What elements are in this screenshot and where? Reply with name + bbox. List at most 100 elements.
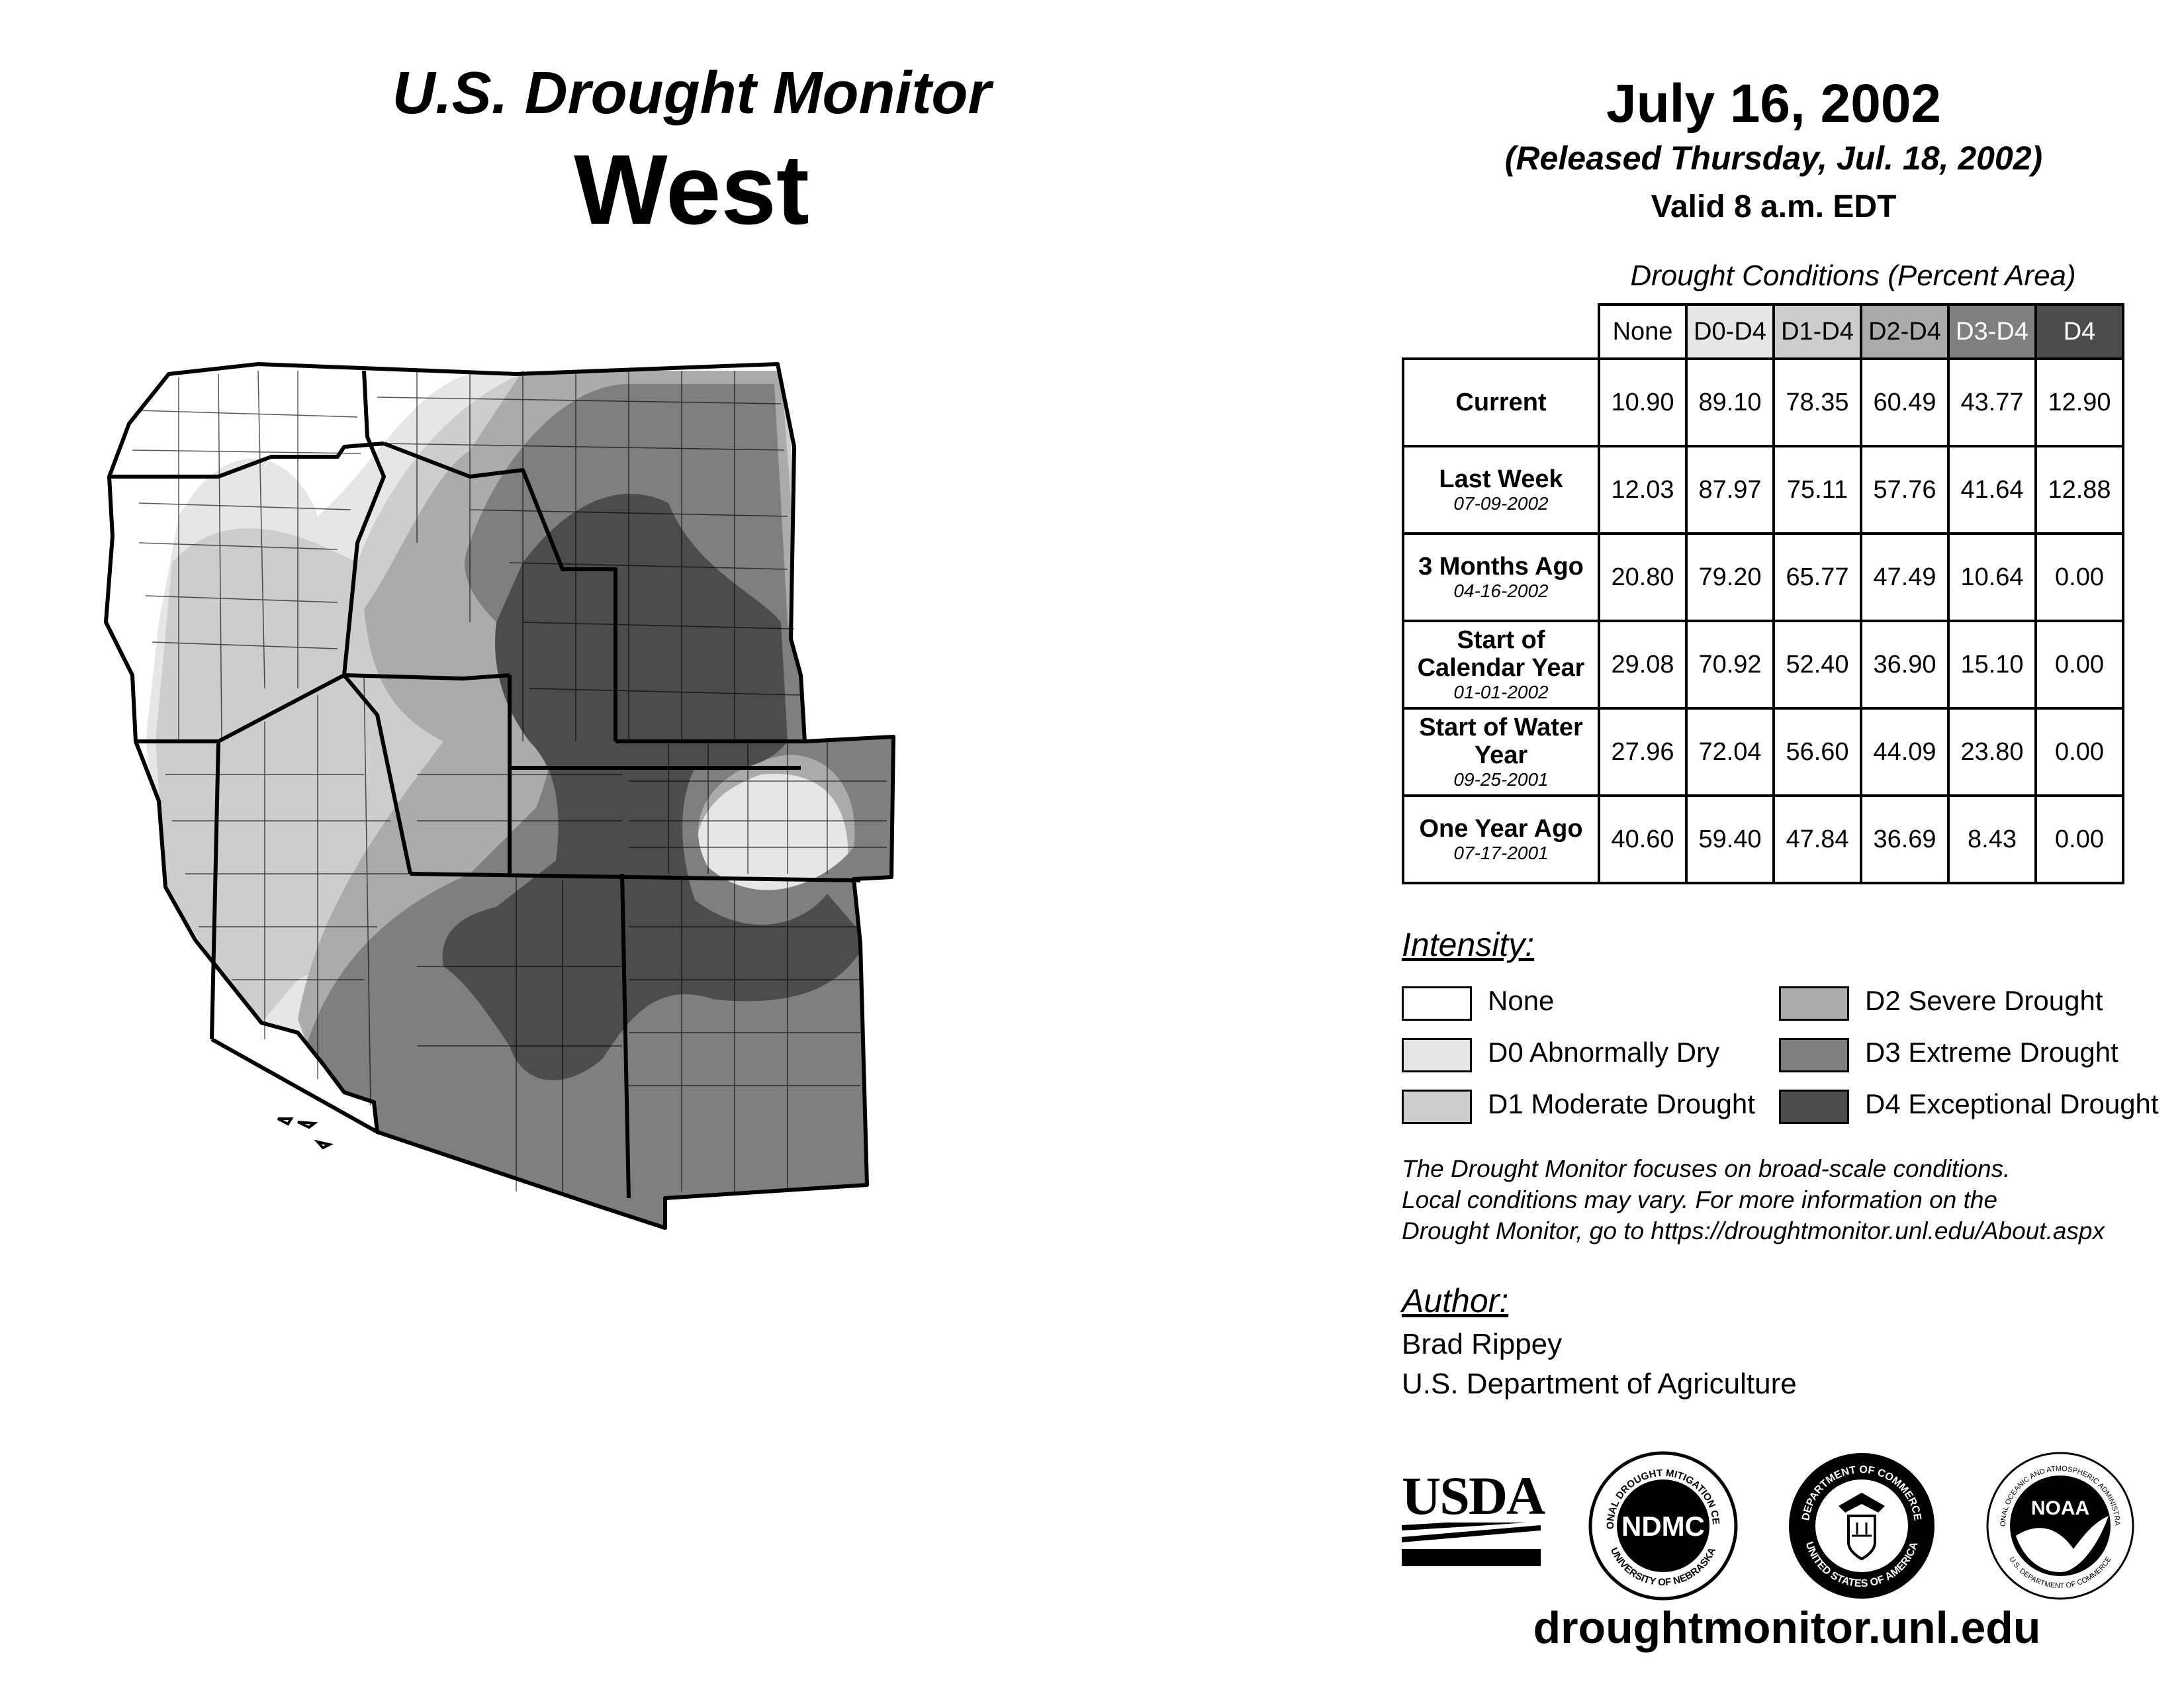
value-cell: 0.00 [2034, 620, 2124, 710]
row-date: 07-17-2001 [1453, 843, 1549, 863]
value-cell: 36.69 [1860, 794, 1950, 884]
legend-swatch [1779, 1090, 1849, 1124]
legend-label: D4 Exceptional Drought [1865, 1088, 2159, 1119]
noaa-wordmark: NOAA [2031, 1497, 2089, 1519]
value-cell: 29.08 [1598, 620, 1688, 710]
row-date: 04-16-2002 [1453, 581, 1549, 601]
row-label: Start of Water Year [1419, 714, 1583, 769]
value-cell: 10.64 [1947, 532, 2037, 622]
value-cell: 89.10 [1685, 357, 1775, 447]
usda-field-lines [1401, 1517, 1541, 1566]
value-cell: 15.10 [1947, 620, 2037, 710]
legend-title: Intensity: [1402, 926, 1535, 963]
value-cell: 75.11 [1772, 445, 1862, 535]
row-date: 07-09-2002 [1453, 493, 1549, 514]
table-title: Drought Conditions (Percent Area) [1630, 259, 2076, 292]
legend-label: D2 Severe Drought [1865, 985, 2103, 1016]
disclaimer-note: The Drought Monitor focuses on broad-sca… [1402, 1153, 2163, 1246]
row-date: 09-25-2001 [1453, 769, 1549, 790]
legend-swatch [1402, 986, 1472, 1021]
legend-label: D3 Extreme Drought [1865, 1037, 2118, 1068]
value-cell: 79.20 [1685, 532, 1775, 622]
usda-logo: USDA [1401, 1469, 1545, 1569]
shield-icon [1847, 1515, 1876, 1561]
value-cell: 52.40 [1772, 620, 1862, 710]
county-boundaries [132, 370, 887, 1192]
table-row: Current 10.90 89.10 78.35 60.49 43.77 12.90 [1402, 357, 2124, 447]
row-label-cell: Start of Calendar Year 01-01-2002 [1402, 620, 1600, 710]
table-row: 3 Months Ago 04-16-2002 20.80 79.20 65.77 47.… [1402, 532, 2124, 622]
drought-stats-table: None D0-D4 D1-D4 D2-D4 D3-D4 D4 Current 1… [1402, 303, 2124, 884]
legend-label: D1 Moderate Drought [1488, 1088, 1755, 1119]
value-cell: 0.00 [2034, 707, 2124, 797]
value-cell: 60.49 [1860, 357, 1950, 447]
row-label: Last Week [1439, 465, 1563, 493]
legend-swatch [1779, 1038, 1849, 1072]
legend-swatch [1402, 1038, 1472, 1072]
row-label: 3 Months Ago [1418, 553, 1584, 581]
value-cell: 8.43 [1947, 794, 2037, 884]
commerce-seal: DEPARTMENT OF COMMERCE UNITED STATES OF … [1789, 1453, 1934, 1599]
table-row: Last Week 07-09-2002 12.03 87.97 75.11 57.76 4… [1402, 445, 2124, 535]
value-cell: 56.60 [1772, 707, 1862, 797]
column-header: D1-D4 [1772, 303, 1862, 360]
legend-label: None [1488, 985, 1555, 1016]
column-header: D2-D4 [1860, 303, 1950, 360]
value-cell: 59.40 [1685, 794, 1775, 884]
value-cell: 44.09 [1860, 707, 1950, 797]
row-label-cell: Start of Water Year 09-25-2001 [1402, 707, 1600, 797]
row-label-cell: One Year Ago 07-17-2001 [1402, 794, 1600, 884]
table-row: Start of Water Year 09-25-2001 27.96 72.04 5… [1402, 707, 2124, 797]
state-boundaries [104, 362, 895, 1230]
value-cell: 0.00 [2034, 532, 2124, 622]
value-cell: 43.77 [1947, 357, 2037, 447]
note-line: Local conditions may vary. For more info… [1402, 1186, 1998, 1213]
d4-area [442, 493, 867, 1081]
author-org: U.S. Department of Agriculture [1402, 1368, 1797, 1400]
drought-map [104, 362, 895, 1230]
region-title: West [574, 134, 809, 245]
table-row: One Year Ago 07-17-2001 40.60 59.40 47.84 36.… [1402, 794, 2124, 884]
author-name: Brad Rippey [1402, 1328, 1563, 1360]
value-cell: 57.76 [1860, 445, 1950, 535]
noaa-bird-icon [2016, 1516, 2109, 1572]
value-cell: 23.80 [1947, 707, 2037, 797]
value-cell: 40.60 [1598, 794, 1688, 884]
value-cell: 78.35 [1772, 357, 1862, 447]
row-label-cell: Current [1402, 357, 1600, 447]
value-cell: 12.03 [1598, 445, 1688, 535]
website-url: droughtmonitor.unl.edu [1533, 1603, 2041, 1653]
noaa-logo: NATIONAL OCEANIC AND ATMOSPHERIC ADMINIS… [1984, 1450, 2134, 1600]
ship-icon [1852, 1523, 1872, 1537]
column-header: D4 [2034, 303, 2124, 360]
value-cell: 87.97 [1685, 445, 1775, 535]
value-cell: 12.90 [2034, 357, 2124, 447]
value-cell: 20.80 [1598, 532, 1688, 622]
value-cell: 65.77 [1772, 532, 1862, 622]
eagle-icon [1839, 1493, 1885, 1513]
table-row: Start of Calendar Year 01-01-2002 29.08 70.… [1402, 620, 2124, 710]
legend-swatch [1779, 986, 1849, 1021]
value-cell: 41.64 [1947, 445, 2037, 535]
column-header: D0-D4 [1685, 303, 1775, 360]
west-outline [104, 362, 895, 1230]
row-date: 01-01-2002 [1453, 682, 1549, 702]
column-header: None [1598, 303, 1688, 360]
value-cell: 36.90 [1860, 620, 1950, 710]
value-cell: 0.00 [2034, 794, 2124, 884]
row-label: One Year Ago [1419, 815, 1583, 843]
value-cell: 12.88 [2034, 445, 2124, 535]
column-header: D3-D4 [1947, 303, 2037, 360]
valid-time: Valid 8 a.m. EDT [1651, 189, 1897, 224]
legend-swatch [1402, 1090, 1472, 1124]
channel-islands [277, 1117, 334, 1150]
ndmc-wordmark: NDMC [1621, 1511, 1705, 1542]
release-date: (Released Thursday, Jul. 18, 2002) [1504, 140, 2043, 177]
row-label: Start of Calendar Year [1417, 626, 1585, 682]
row-label: Current [1455, 389, 1547, 416]
row-label-cell: Last Week 07-09-2002 [1402, 445, 1600, 535]
value-cell: 47.49 [1860, 532, 1950, 622]
value-cell: 27.96 [1598, 707, 1688, 797]
value-cell: 70.92 [1685, 620, 1775, 710]
value-cell: 47.84 [1772, 794, 1862, 884]
